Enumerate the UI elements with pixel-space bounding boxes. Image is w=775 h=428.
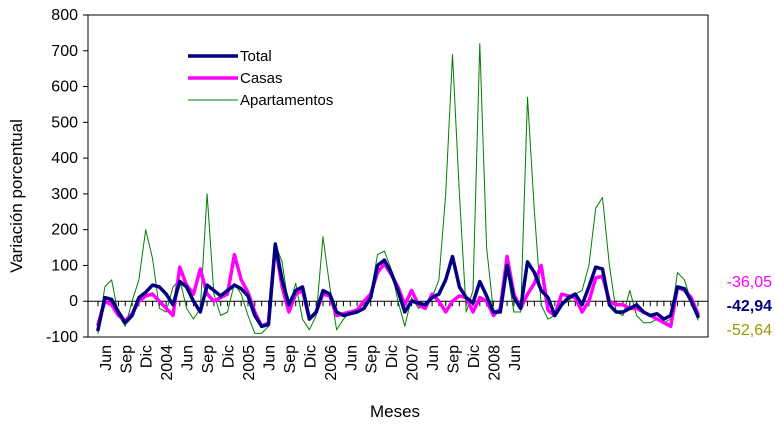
x-tick-label: Dic xyxy=(466,345,483,368)
series-line-apartamentos xyxy=(97,43,699,334)
x-tick-label: Dic xyxy=(384,345,401,368)
x-tick-label: 2008 xyxy=(486,345,503,381)
x-axis-label: Meses xyxy=(370,402,420,421)
x-axis: Jun Sep Dic 2004 Jun Sep Dic 2005 Jun Sep Dic 2006 J… xyxy=(97,301,699,381)
x-tick-label: Dic xyxy=(302,345,319,368)
x-tick-label: Dic xyxy=(221,345,238,368)
y-tick-label: 100 xyxy=(51,257,78,274)
x-tick-label: Jun xyxy=(425,345,442,371)
y-tick-label: 700 xyxy=(51,43,78,60)
x-tick-label: Jun xyxy=(98,345,115,371)
y-tick-label: 800 xyxy=(51,7,78,24)
y-tick-label: -100 xyxy=(46,329,78,346)
x-tick-label: Sep xyxy=(282,345,299,374)
series-layer xyxy=(96,43,700,334)
x-tick-label: Jun xyxy=(180,345,197,371)
end-value-label: -42,94 xyxy=(727,298,772,315)
y-tick-label: 200 xyxy=(51,222,78,239)
end-value-label: -52,64 xyxy=(727,322,772,339)
x-tick-label: Dic xyxy=(139,345,156,368)
y-axis-label: Variación porcentual xyxy=(7,119,26,273)
y-axis-title: Variación porcentual xyxy=(7,119,26,273)
x-tick-label: Sep xyxy=(446,345,463,374)
x-tick-label: Sep xyxy=(364,345,381,374)
x-tick-label: Sep xyxy=(200,345,217,374)
x-tick-label: 2004 xyxy=(159,345,176,381)
x-tick-label: Jun xyxy=(261,345,278,371)
y-tick-label: 300 xyxy=(51,186,78,203)
x-tick-label: 2005 xyxy=(241,345,258,381)
x-tick-label: 2007 xyxy=(405,345,422,381)
x-tick-label: Jun xyxy=(507,345,524,371)
series-line-total xyxy=(96,242,700,332)
legend-label-total: Total xyxy=(240,48,272,65)
legend-label-apartamentos: Apartamentos xyxy=(240,92,333,109)
x-tick-label: 2006 xyxy=(323,345,340,381)
y-tick-label: 400 xyxy=(51,150,78,167)
end-value-label: -36,05 xyxy=(727,274,772,291)
legend: Total Casas Apartamentos xyxy=(188,48,333,109)
y-tick-label: 600 xyxy=(51,79,78,96)
legend-label-casas: Casas xyxy=(240,70,283,87)
y-tick-label: 500 xyxy=(51,114,78,131)
y-tick-label: 0 xyxy=(69,293,78,310)
end-labels: -36,05 -42,94 -52,64 xyxy=(727,274,772,339)
plot-area xyxy=(87,14,709,338)
y-axis: -100 0 100 200 300 400 500 600 700 800 xyxy=(46,7,88,346)
x-tick-label: Sep xyxy=(118,345,135,374)
x-tick-label: Jun xyxy=(343,345,360,371)
